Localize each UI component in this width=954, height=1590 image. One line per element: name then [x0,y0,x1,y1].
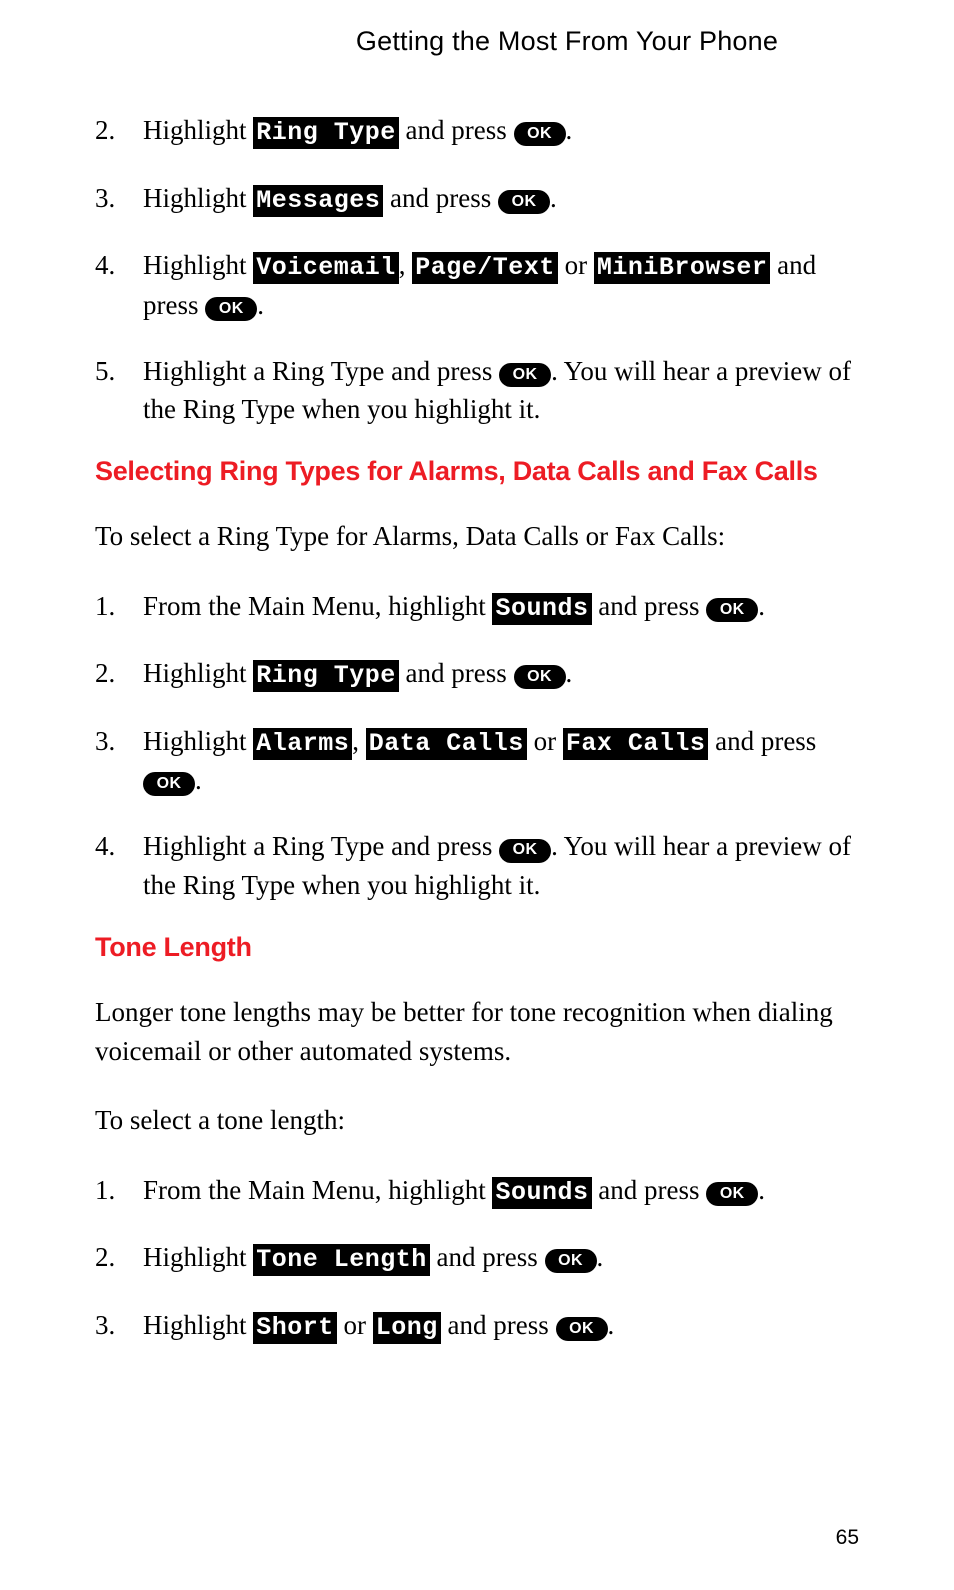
menu-item-label: Sounds [492,593,591,625]
step-item: 3.Highlight Short or Long and press OK. [95,1306,859,1346]
step-list: 1.From the Main Menu, highlight Sounds a… [95,587,859,904]
manual-page: Getting the Most From Your Phone 2.Highl… [0,0,954,1590]
step-list: 2.Highlight Ring Type and press OK.3.Hig… [95,111,859,428]
page-header: Getting the Most From Your Phone [95,26,859,57]
step-number: 5. [95,352,143,429]
step-item: 4.Highlight a Ring Type and press OK. Yo… [95,827,859,904]
menu-item-label: Alarms [253,728,352,760]
step-number: 3. [95,1306,143,1346]
step-item: 1.From the Main Menu, highlight Sounds a… [95,1171,859,1211]
menu-item-label: Short [253,1312,337,1344]
menu-item-label: Long [373,1312,441,1344]
ok-button-icon: OK [143,772,195,796]
step-item: 2.Highlight Ring Type and press OK. [95,654,859,694]
step-body: Highlight Voicemail, Page/Text or MiniBr… [143,246,859,324]
step-item: 3.Highlight Alarms, Data Calls or Fax Ca… [95,722,859,800]
ok-button-icon: OK [706,1182,758,1206]
ok-button-icon: OK [205,297,257,321]
step-body: Highlight Ring Type and press OK. [143,654,859,694]
ok-button-icon: OK [514,122,566,146]
ok-button-icon: OK [499,363,551,387]
step-body: From the Main Menu, highlight Sounds and… [143,587,859,627]
ok-button-icon: OK [706,598,758,622]
intro-paragraph: To select a tone length: [95,1101,859,1140]
step-number: 2. [95,1238,143,1278]
step-item: 2.Highlight Ring Type and press OK. [95,111,859,151]
step-number: 2. [95,111,143,151]
step-body: Highlight a Ring Type and press OK. You … [143,827,859,904]
ok-button-icon: OK [556,1317,608,1341]
step-number: 2. [95,654,143,694]
intro-paragraph: To select a Ring Type for Alarms, Data C… [95,517,859,556]
step-number: 1. [95,587,143,627]
section-heading: Tone Length [95,932,859,963]
ok-button-icon: OK [514,665,566,689]
menu-item-label: Ring Type [253,660,399,692]
step-number: 4. [95,827,143,904]
menu-item-label: Ring Type [253,117,399,149]
menu-item-label: Fax Calls [563,728,709,760]
step-item: 4.Highlight Voicemail, Page/Text or Mini… [95,246,859,324]
menu-item-label: MiniBrowser [594,252,771,284]
ok-button-icon: OK [498,190,550,214]
step-body: Highlight Alarms, Data Calls or Fax Call… [143,722,859,800]
step-body: Highlight Messages and press OK. [143,179,859,219]
step-number: 1. [95,1171,143,1211]
menu-item-label: Messages [253,185,383,217]
menu-item-label: Tone Length [253,1244,430,1276]
page-content: 2.Highlight Ring Type and press OK.3.Hig… [95,111,859,1345]
step-item: 5.Highlight a Ring Type and press OK. Yo… [95,352,859,429]
step-number: 4. [95,246,143,324]
step-item: 2.Highlight Tone Length and press OK. [95,1238,859,1278]
step-item: 3.Highlight Messages and press OK. [95,179,859,219]
step-body: Highlight Short or Long and press OK. [143,1306,859,1346]
ok-button-icon: OK [545,1249,597,1273]
step-body: Highlight a Ring Type and press OK. You … [143,352,859,429]
step-body: From the Main Menu, highlight Sounds and… [143,1171,859,1211]
page-number: 65 [836,1526,859,1550]
ok-button-icon: OK [499,839,551,863]
menu-item-label: Page/Text [412,252,558,284]
menu-item-label: Sounds [492,1177,591,1209]
step-number: 3. [95,179,143,219]
step-body: Highlight Tone Length and press OK. [143,1238,859,1278]
step-item: 1.From the Main Menu, highlight Sounds a… [95,587,859,627]
step-list: 1.From the Main Menu, highlight Sounds a… [95,1171,859,1346]
step-number: 3. [95,722,143,800]
menu-item-label: Voicemail [253,252,399,284]
step-body: Highlight Ring Type and press OK. [143,111,859,151]
menu-item-label: Data Calls [366,728,527,760]
section-heading: Selecting Ring Types for Alarms, Data Ca… [95,456,859,487]
intro-paragraph: Longer tone lengths may be better for to… [95,993,859,1071]
